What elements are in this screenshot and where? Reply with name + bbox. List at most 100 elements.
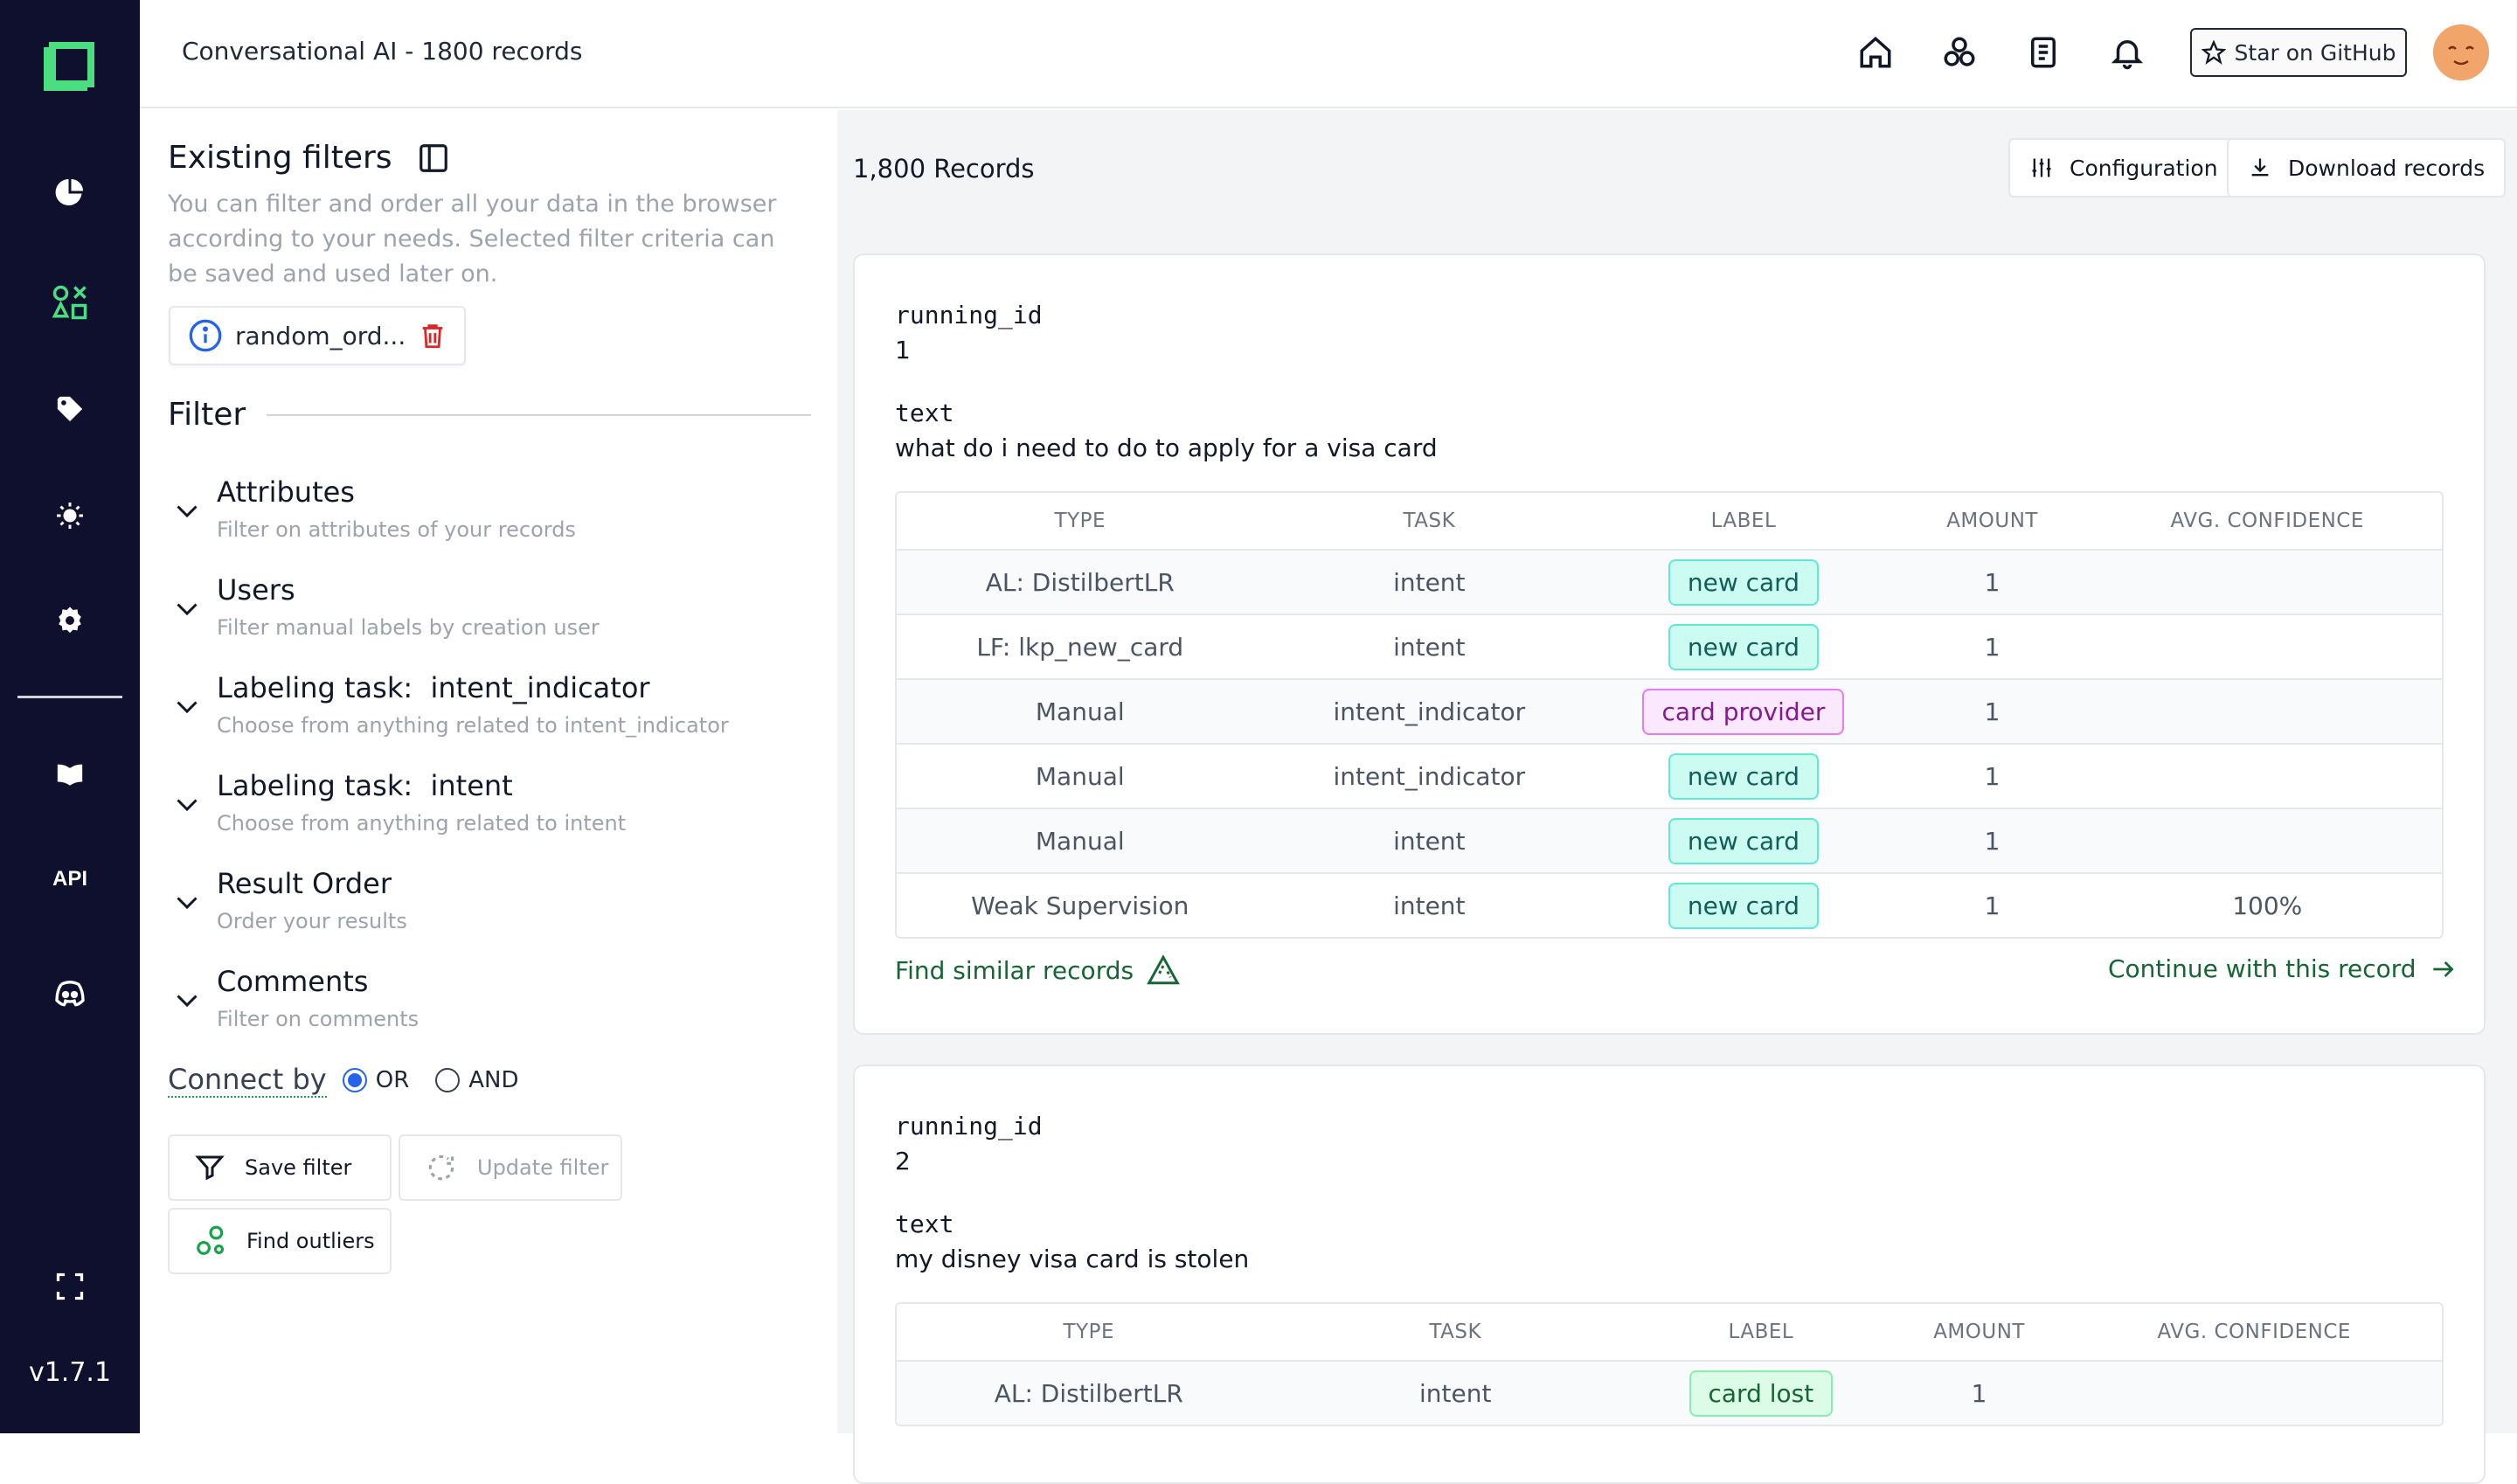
chevron-down-icon	[177, 603, 198, 616]
cell-amount: 1	[1984, 761, 2000, 791]
book-icon[interactable]	[52, 757, 87, 792]
or-radio[interactable]	[342, 1068, 367, 1092]
table-header-row: TYPE TASK LABEL AMOUNT AVG. CONFIDENCE	[897, 1304, 2442, 1360]
record-card: running_id 2 text my disney visa card is…	[853, 1064, 2486, 1484]
document-icon[interactable]	[2022, 31, 2064, 73]
sliders-icon	[2032, 158, 2051, 177]
trash-icon[interactable]	[418, 321, 447, 350]
similarity-icon	[1147, 954, 1180, 985]
lightbulb-icon[interactable]	[52, 498, 87, 533]
continue-label: Continue with this record	[2108, 954, 2416, 983]
and-radio[interactable]	[435, 1068, 461, 1092]
discord-icon[interactable]	[51, 975, 89, 1014]
home-icon[interactable]	[1855, 31, 1896, 73]
label-badge: new card	[1668, 882, 1819, 929]
outliers-icon	[197, 1225, 225, 1255]
record-card: running_id 1 text what do i need to do t…	[853, 253, 2486, 1035]
api-link[interactable]: API	[52, 867, 88, 891]
cell-label: new card	[1595, 882, 1892, 929]
configuration-label: Configuration	[2070, 155, 2218, 181]
download-records-button[interactable]: Download records	[2227, 138, 2507, 198]
filter-heading-label: Filter	[168, 397, 246, 433]
cell-type: Manual	[1035, 826, 1125, 856]
refresh-icon	[428, 1155, 454, 1181]
find-similar-records-link[interactable]: Find similar records	[895, 954, 1181, 986]
accordion-description: Filter on attributes of your records	[217, 517, 576, 542]
accordion-description: Filter on comments	[217, 1007, 420, 1031]
header-type: TYPE	[1063, 1321, 1114, 1343]
cell-task: intent	[1393, 891, 1466, 920]
table-row: Manual intent_indicator card provider 1	[897, 678, 2442, 743]
table-row: LF: lkp_new_card intent new card 1	[897, 614, 2442, 678]
header-task: TASK	[1403, 510, 1456, 532]
header-type: TYPE	[1054, 510, 1106, 532]
label-badge: card provider	[1642, 688, 1845, 735]
save-filter-label: Save filter	[245, 1155, 352, 1180]
existing-filters-heading: Existing filters	[168, 140, 450, 176]
cell-label: new card	[1595, 817, 1892, 864]
field-name: text	[895, 399, 954, 427]
cell-task: intent	[1393, 632, 1466, 662]
cell-type: Manual	[1035, 761, 1125, 791]
app-logo[interactable]	[42, 38, 98, 94]
header-task: TASK	[1429, 1321, 1482, 1343]
sidebar-toggle-icon[interactable]	[417, 142, 450, 175]
table-row: Manual intent new card 1	[897, 808, 2442, 872]
accordion-labeling-task-intent[interactable]: Labeling task: intent Choose from anythi…	[168, 769, 815, 856]
cell-type: Weak Supervision	[971, 891, 1189, 920]
shapes-icon[interactable]	[51, 283, 89, 322]
accordion-title: Labeling task: intent_indicator	[217, 671, 650, 704]
saved-filter-label: random_ord...	[235, 321, 406, 350]
cell-amount: 1	[1984, 567, 2000, 597]
accordion-labeling-task-intent-indicator[interactable]: Labeling task: intent_indicator Choose f…	[168, 671, 815, 759]
label-table: TYPE TASK LABEL AMOUNT AVG. CONFIDENCE A…	[895, 1302, 2444, 1426]
header-amount: AMOUNT	[1933, 1321, 2025, 1343]
cell-label: new card	[1595, 558, 1892, 606]
download-icon	[2251, 158, 2269, 177]
find-outliers-button[interactable]: Find outliers	[168, 1208, 392, 1274]
cell-amount: 1	[1984, 891, 2000, 920]
filter-funnel-icon	[195, 1155, 225, 1181]
chevron-down-icon	[177, 505, 198, 518]
cell-type: LF: lkp_new_card	[976, 632, 1184, 662]
accordion-comments[interactable]: Comments Filter on comments	[168, 965, 815, 1052]
label-badge: new card	[1668, 752, 1819, 800]
filters-description: You can filter and order all your data i…	[168, 191, 777, 288]
pie-chart-icon[interactable]	[52, 175, 87, 210]
existing-filters-title: Existing filters	[168, 140, 392, 176]
continue-with-record-link[interactable]: Continue with this record	[2108, 954, 2457, 983]
records-count: 1,800 Records	[853, 154, 1035, 184]
accordion-attributes[interactable]: Attributes Filter on attributes of your …	[168, 475, 815, 563]
cell-type: AL: DistilbertLR	[985, 567, 1175, 597]
accordion-result-order[interactable]: Result Order Order your results	[168, 867, 815, 954]
accordion-description: Filter manual labels by creation user	[217, 615, 600, 640]
fullscreen-icon[interactable]	[52, 1269, 87, 1304]
settings-gear-icon[interactable]	[52, 603, 87, 638]
download-records-label: Download records	[2288, 155, 2486, 181]
field-value: my disney visa card is stolen	[895, 1245, 1250, 1273]
chevron-down-icon	[177, 701, 198, 714]
star-icon	[2201, 40, 2226, 65]
table-row: Weak Supervision intent new card 1 100%	[897, 872, 2442, 937]
label-badge: card lost	[1688, 1370, 1834, 1417]
chevron-down-icon	[177, 897, 198, 910]
update-filter-button[interactable]: Update filter	[399, 1134, 622, 1201]
accordion-title: Result Order	[217, 867, 392, 900]
notification-bell-icon[interactable]	[2106, 31, 2148, 73]
star-on-github-button[interactable]: Star on GitHub	[2190, 28, 2407, 77]
cell-label: new card	[1595, 623, 1892, 670]
projects-icon[interactable]	[1938, 31, 1980, 73]
save-filter-button[interactable]: Save filter	[168, 1134, 392, 1201]
filter-section-heading: Filter	[168, 397, 811, 433]
sidebar: API v1.7.1	[0, 0, 140, 1433]
top-bar: Conversational AI - 1800 records Star on…	[140, 0, 2517, 108]
cell-amount: 1	[1984, 632, 2000, 662]
update-filter-label: Update filter	[477, 1155, 609, 1180]
tag-icon[interactable]	[52, 392, 87, 426]
accordion-users[interactable]: Users Filter manual labels by creation u…	[168, 573, 815, 661]
configuration-button[interactable]: Configuration	[2008, 138, 2239, 198]
saved-filter-chip[interactable]: random_ord...	[169, 306, 466, 365]
user-avatar[interactable]	[2433, 24, 2489, 80]
cell-confidence: 100%	[2232, 891, 2303, 920]
accordion-description: Choose from anything related to intent	[217, 811, 627, 836]
